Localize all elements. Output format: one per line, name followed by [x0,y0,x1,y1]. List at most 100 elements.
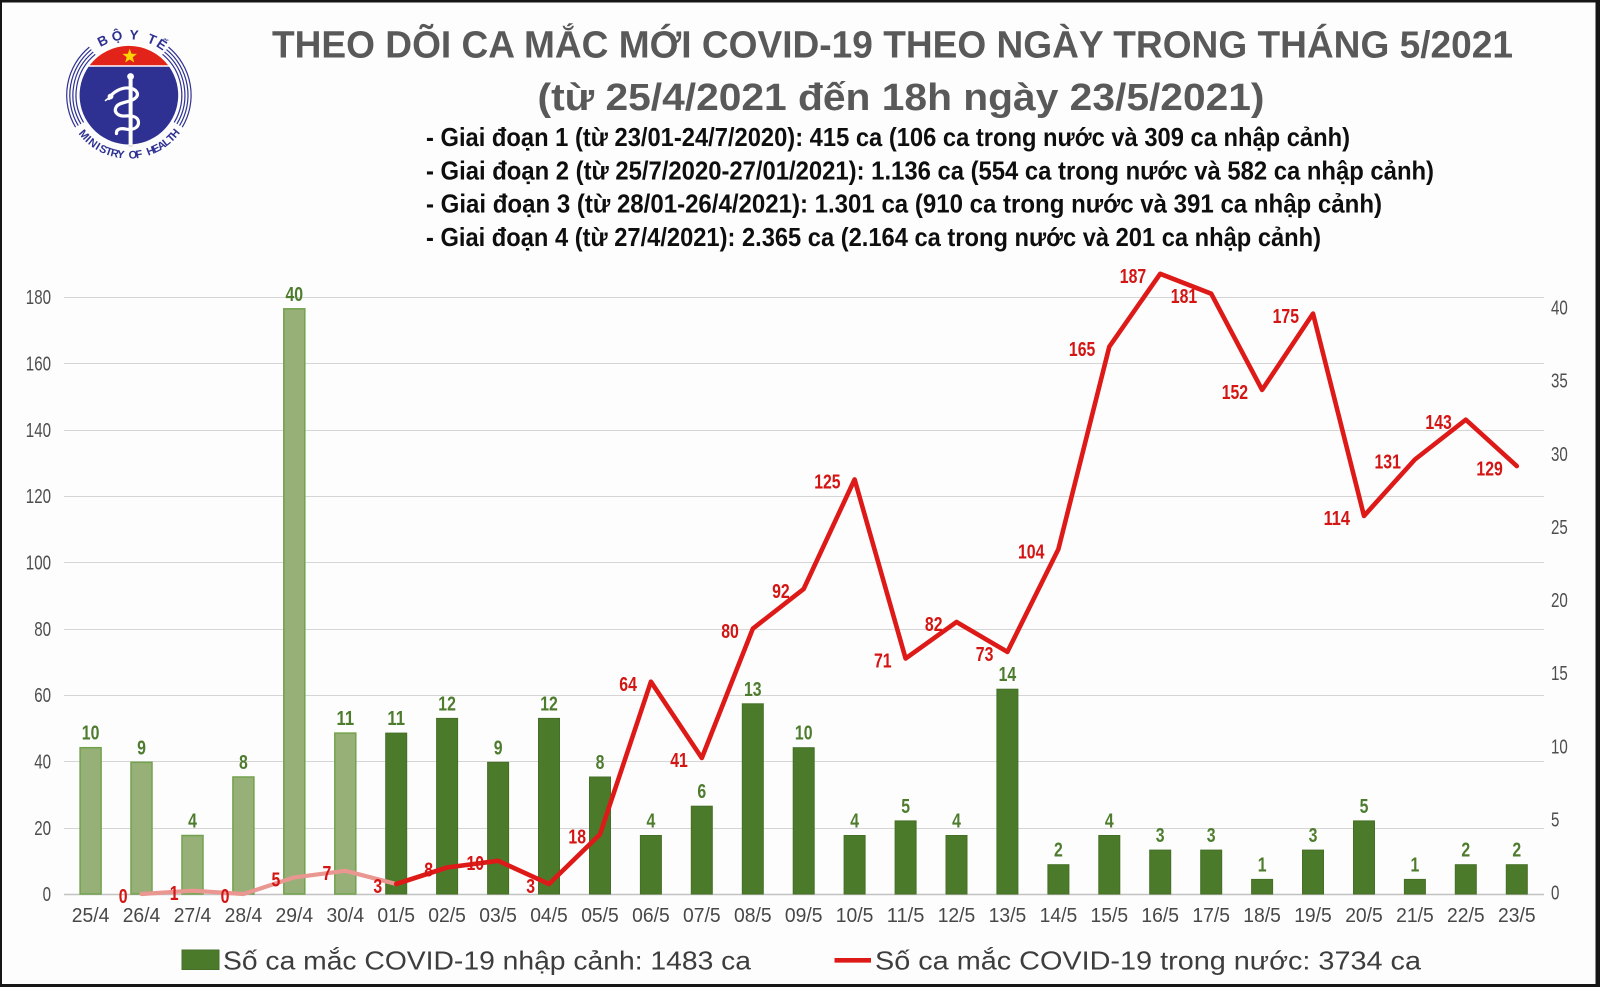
svg-text:25/4: 25/4 [72,904,110,927]
svg-text:23/5: 23/5 [1498,904,1536,927]
svg-text:4: 4 [188,811,197,833]
svg-text:125: 125 [814,472,840,494]
svg-text:5: 5 [272,870,281,892]
svg-text:10/5: 10/5 [836,904,874,927]
svg-text:18: 18 [568,827,586,849]
svg-text:17/5: 17/5 [1192,904,1230,927]
svg-text:3: 3 [373,876,382,898]
svg-text:80: 80 [34,619,51,641]
svg-text:100: 100 [26,553,51,575]
svg-text:21/5: 21/5 [1396,904,1434,927]
svg-text:71: 71 [874,651,892,673]
svg-text:181: 181 [1171,286,1197,308]
svg-text:03/5: 03/5 [479,904,517,927]
svg-text:30/4: 30/4 [327,904,365,927]
svg-text:8: 8 [239,752,248,774]
svg-text:12: 12 [438,693,456,715]
svg-text:104: 104 [1018,541,1045,563]
svg-text:- Giai đoạn 1 (từ 23/01-24/7/2: - Giai đoạn 1 (từ 23/01-24/7/2020): 415 … [426,122,1350,152]
svg-text:143: 143 [1425,412,1451,434]
svg-text:80: 80 [721,621,739,643]
svg-text:152: 152 [1222,382,1248,404]
svg-text:- Giai đoạn 2 (từ 25/7/2020-27: - Giai đoạn 2 (từ 25/7/2020-27/01/2021):… [426,155,1434,185]
svg-text:5: 5 [1551,810,1559,832]
svg-text:120: 120 [26,486,51,508]
svg-text:10: 10 [795,723,813,745]
svg-text:165: 165 [1069,339,1095,361]
svg-text:7: 7 [323,863,332,885]
svg-text:Số ca mắc COVID-19 trong nước:: Số ca mắc COVID-19 trong nước: 3734 ca [875,946,1422,976]
svg-text:5: 5 [901,796,910,818]
svg-text:13: 13 [744,679,762,701]
svg-text:4: 4 [850,811,859,833]
svg-text:04/5: 04/5 [530,904,568,927]
svg-text:40: 40 [34,752,51,774]
svg-text:4: 4 [952,811,961,833]
svg-text:THEO DÕI CA MẮC MỚI COVID-19 T: THEO DÕI CA MẮC MỚI COVID-19 THEO NGÀY T… [272,23,1513,67]
svg-text:1: 1 [170,883,179,905]
svg-text:25: 25 [1551,517,1568,539]
svg-text:187: 187 [1120,266,1146,288]
svg-text:131: 131 [1375,452,1401,474]
svg-text:82: 82 [925,614,943,636]
svg-text:3: 3 [526,876,535,898]
svg-text:114: 114 [1324,508,1351,530]
svg-text:175: 175 [1273,306,1299,328]
svg-text:5: 5 [1360,796,1369,818]
svg-text:06/5: 06/5 [632,904,670,927]
svg-text:11: 11 [387,708,405,730]
svg-text:2: 2 [1512,840,1521,862]
svg-text:27/4: 27/4 [174,904,212,927]
svg-text:09/5: 09/5 [785,904,823,927]
svg-text:92: 92 [772,581,790,603]
svg-text:3: 3 [1309,825,1318,847]
svg-text:40: 40 [1551,298,1568,320]
svg-text:129: 129 [1476,458,1502,480]
svg-text:0: 0 [43,884,51,906]
svg-text:40: 40 [286,284,304,306]
svg-text:3: 3 [1207,825,1216,847]
svg-text:11: 11 [337,708,355,730]
svg-text:Số ca mắc COVID-19 nhập cảnh:: Số ca mắc COVID-19 nhập cảnh: 1483 ca [223,946,752,976]
svg-text:(từ 25/4/2021 đến 18h ngày 23/: (từ 25/4/2021 đến 18h ngày 23/5/2021) [538,77,1265,119]
svg-text:64: 64 [619,674,637,696]
svg-text:2: 2 [1054,840,1063,862]
svg-text:8: 8 [596,752,605,774]
svg-text:2: 2 [1461,840,1470,862]
svg-text:9: 9 [137,737,146,759]
svg-text:0: 0 [1551,883,1559,905]
svg-text:30: 30 [1551,444,1568,466]
svg-text:1: 1 [1258,854,1267,876]
svg-text:4: 4 [647,811,656,833]
svg-text:10: 10 [82,723,100,745]
svg-text:02/5: 02/5 [428,904,466,927]
svg-text:160: 160 [26,354,51,376]
svg-text:140: 140 [26,420,51,442]
svg-text:05/5: 05/5 [581,904,619,927]
svg-text:10: 10 [1551,736,1568,758]
svg-text:18/5: 18/5 [1243,904,1281,927]
svg-text:19/5: 19/5 [1294,904,1332,927]
svg-text:29/4: 29/4 [276,904,314,927]
svg-text:12/5: 12/5 [938,904,976,927]
svg-text:8: 8 [424,860,433,882]
svg-text:14/5: 14/5 [1040,904,1078,927]
svg-text:22/5: 22/5 [1447,904,1485,927]
svg-text:16/5: 16/5 [1141,904,1179,927]
svg-text:14: 14 [999,664,1017,686]
svg-text:10: 10 [467,853,485,875]
svg-text:- Giai đoạn 3 (từ 28/01-26/4/2: - Giai đoạn 3 (từ 28/01-26/4/2021): 1.30… [426,189,1382,219]
svg-text:11/5: 11/5 [887,904,925,927]
svg-text:73: 73 [976,644,994,666]
svg-text:9: 9 [494,737,503,759]
svg-text:1: 1 [1411,854,1420,876]
svg-text:15/5: 15/5 [1091,904,1129,927]
svg-text:08/5: 08/5 [734,904,772,927]
svg-text:20: 20 [34,818,51,840]
svg-text:26/4: 26/4 [123,904,161,927]
svg-text:35: 35 [1551,371,1568,393]
svg-text:4: 4 [1105,811,1114,833]
svg-text:6: 6 [697,781,706,803]
svg-text:01/5: 01/5 [377,904,415,927]
svg-text:60: 60 [34,685,51,707]
